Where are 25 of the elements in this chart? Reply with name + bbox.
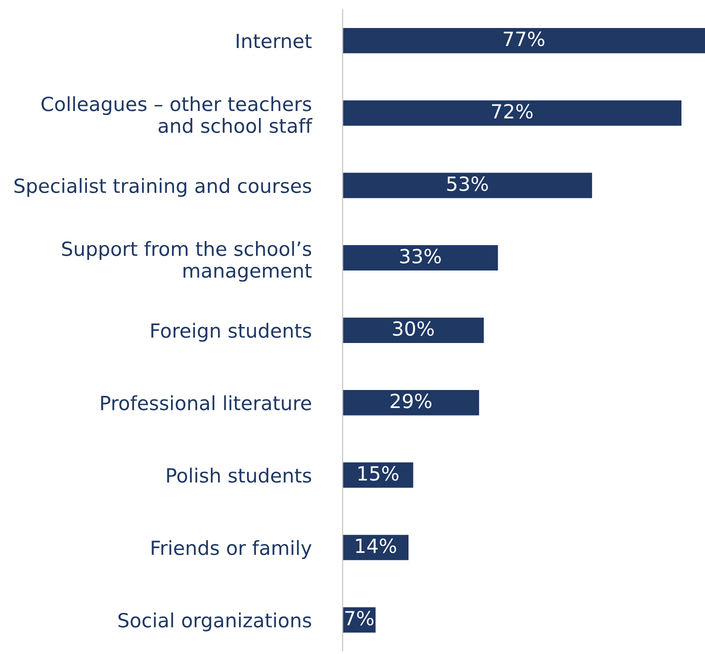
y-tick-label: Colleagues – other teachers and school staff <box>42 96 312 134</box>
data-label: 29% <box>390 394 432 408</box>
data-label: 77% <box>504 32 544 46</box>
bar <box>342 100 682 126</box>
data-label: 33% <box>400 248 441 264</box>
data-label: 7% <box>345 610 374 626</box>
bar <box>342 462 414 488</box>
y-tick-label: Professional literature <box>101 395 312 410</box>
bar <box>342 28 705 54</box>
bar <box>342 245 498 271</box>
y-tick-label: Friends or family <box>152 540 312 559</box>
bar <box>342 390 480 416</box>
bar <box>342 172 592 198</box>
y-tick-label: Polish students <box>167 468 312 483</box>
data-label: 30% <box>393 321 434 336</box>
y-tick-label: Support from the school’s management <box>62 241 312 282</box>
y-tick-label: Foreign students <box>151 322 312 342</box>
y-tick-label: Specialist training and courses <box>14 178 312 197</box>
bar <box>342 318 484 343</box>
data-label: 15% <box>358 466 398 481</box>
data-label: 14% <box>356 538 396 554</box>
y-tick-label: Social organizations <box>118 612 312 632</box>
y-tick-label: Internet <box>236 34 312 48</box>
data-label: 72% <box>492 104 533 119</box>
data-label: 53% <box>447 176 488 192</box>
